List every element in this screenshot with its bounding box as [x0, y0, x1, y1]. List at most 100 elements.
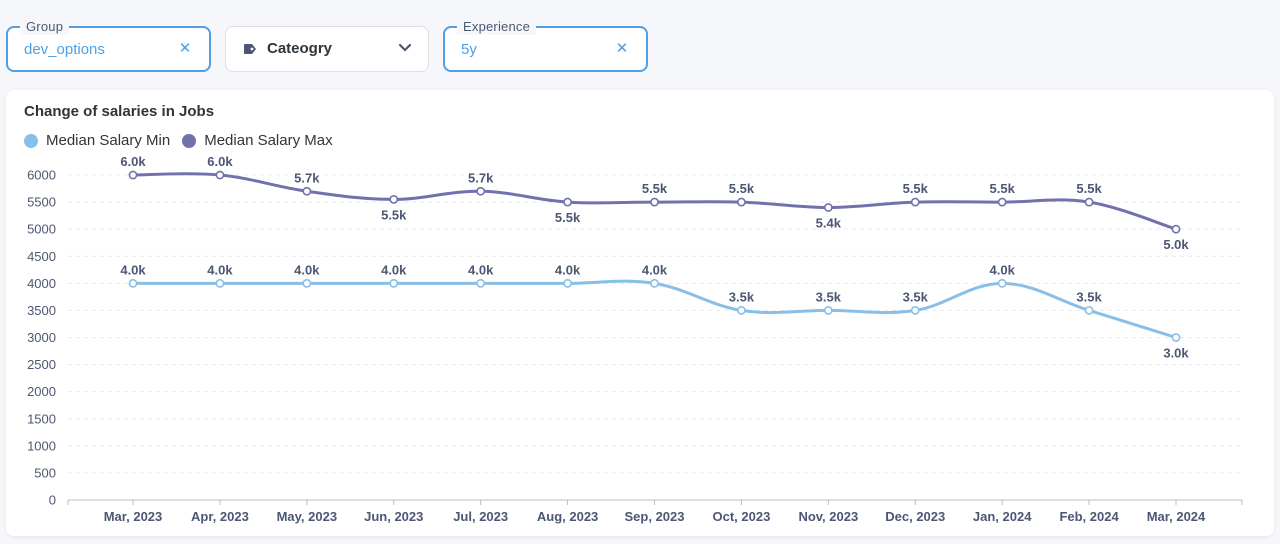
- data-point: [128, 170, 138, 180]
- series-line-min: [131, 279, 1178, 339]
- data-label: 4.0k: [555, 262, 581, 277]
- chart-legend: Median Salary Min Median Salary Max: [24, 132, 333, 149]
- data-label: 4.0k: [381, 262, 407, 277]
- y-tick-label: 1500: [27, 411, 56, 426]
- data-label: 3.5k: [1076, 289, 1102, 304]
- data-label: 3.5k: [729, 289, 755, 304]
- chevron-down-icon: [398, 43, 412, 52]
- data-label: 4.0k: [642, 262, 668, 277]
- x-tick-label: Jul, 2023: [453, 509, 508, 524]
- data-point: [650, 197, 659, 207]
- group-filter-value: dev_options: [24, 41, 105, 58]
- x-tick-label: Sep, 2023: [625, 509, 685, 524]
- category-filter[interactable]: Cateogry: [225, 26, 429, 72]
- data-label: 5.7k: [294, 170, 320, 185]
- data-point: [302, 278, 312, 288]
- data-point: [1084, 306, 1094, 315]
- y-tick-label: 3000: [27, 330, 56, 345]
- data-label: 5.5k: [555, 210, 581, 225]
- data-point: [910, 197, 920, 207]
- x-tick-label: Mar, 2023: [104, 509, 163, 524]
- x-tick-label: Apr, 2023: [191, 509, 249, 524]
- y-tick-label: 1000: [27, 438, 56, 453]
- line-chart: 0 500 1000 1500 2000 2500 3000 3500 4000 4500 5000…: [27, 153, 1243, 524]
- data-point: [215, 170, 225, 180]
- data-point: [737, 306, 746, 315]
- data-point: [563, 278, 572, 288]
- y-tick-label: 0: [49, 493, 56, 508]
- chart-title[interactable]: Change of salaries in Jobs: [24, 103, 215, 120]
- data-point: [476, 278, 486, 288]
- data-point: [389, 194, 399, 204]
- data-point: [302, 186, 312, 196]
- data-point: [1171, 224, 1181, 234]
- data-point: [128, 278, 138, 288]
- group-clear-icon[interactable]: ✕: [178, 40, 192, 57]
- x-tick-label: Dec, 2023: [885, 509, 945, 524]
- data-label: 4.0k: [120, 262, 146, 277]
- y-tick-label: 5500: [27, 195, 56, 210]
- data-label: 4.0k: [294, 262, 320, 277]
- x-tick-label: Oct, 2023: [713, 509, 771, 524]
- group-filter-label: Group: [20, 19, 70, 35]
- x-tick-label: Jan, 2024: [973, 509, 1032, 524]
- data-label: 3.5k: [816, 289, 842, 304]
- legend-item-max[interactable]: Median Salary Max: [182, 132, 333, 149]
- data-point: [563, 197, 572, 207]
- chart-card: Change of salaries in Jobs Median Salary…: [6, 90, 1274, 536]
- y-tick-label: 4500: [27, 249, 56, 264]
- data-label: 5.5k: [990, 181, 1016, 196]
- data-point: [997, 197, 1007, 207]
- experience-clear-icon[interactable]: ✕: [615, 40, 629, 57]
- x-tick-label: Mar, 2024: [1147, 509, 1206, 524]
- data-label: 5.0k: [1163, 237, 1189, 252]
- data-label: 5.5k: [903, 181, 929, 196]
- experience-filter-value: 5y: [461, 41, 477, 58]
- data-point: [1084, 197, 1094, 207]
- legend-dot-max: [182, 133, 197, 148]
- x-tick-label: Aug, 2023: [537, 509, 598, 524]
- data-point: [215, 278, 225, 288]
- x-tick-label: Nov, 2023: [798, 509, 858, 524]
- data-label: 4.0k: [990, 262, 1016, 277]
- legend-label-max: Median Salary Max: [204, 132, 333, 149]
- data-point: [389, 278, 399, 288]
- legend-dot-min: [24, 133, 38, 148]
- data-point: [997, 278, 1007, 288]
- data-point: [823, 203, 833, 212]
- data-point: [910, 306, 920, 315]
- experience-filter-label: Experience: [457, 19, 537, 35]
- legend-label-min: Median Salary Min: [46, 132, 171, 149]
- legend-item-min[interactable]: Median Salary Min: [24, 132, 170, 149]
- data-point: [476, 186, 486, 196]
- data-label: 4.0k: [468, 262, 494, 277]
- group-filter[interactable]: Group dev_options ✕: [6, 19, 211, 72]
- y-tick-label: 6000: [27, 168, 56, 183]
- data-label: 5.5k: [729, 181, 755, 196]
- data-label: 3.5k: [903, 289, 929, 304]
- data-label: 5.4k: [816, 216, 842, 231]
- y-tick-label: 4000: [27, 276, 56, 291]
- data-label: 5.5k: [642, 181, 668, 196]
- data-label: 6.0k: [207, 154, 233, 169]
- y-tick-label: 500: [34, 465, 56, 480]
- x-tick-label: May, 2023: [277, 509, 337, 524]
- data-point: [737, 197, 746, 207]
- data-point: [823, 306, 833, 315]
- x-tick-label: Jun, 2023: [364, 509, 423, 524]
- data-point: [1171, 333, 1181, 342]
- data-label: 4.0k: [207, 262, 233, 277]
- data-point: [650, 278, 659, 288]
- data-label: 3.0k: [1163, 346, 1189, 361]
- data-label: 5.5k: [1076, 181, 1102, 196]
- y-tick-label: 3500: [27, 303, 56, 318]
- experience-filter[interactable]: Experience 5y ✕: [443, 19, 648, 72]
- x-tick-label: Feb, 2024: [1059, 509, 1119, 524]
- data-label: 5.5k: [381, 207, 407, 222]
- data-label: 6.0k: [120, 154, 146, 169]
- tag-icon: [244, 44, 256, 54]
- category-filter-placeholder: Cateogry: [267, 40, 333, 57]
- y-tick-label: 2000: [27, 384, 56, 399]
- y-tick-label: 5000: [27, 222, 56, 237]
- y-tick-label: 2500: [27, 357, 56, 372]
